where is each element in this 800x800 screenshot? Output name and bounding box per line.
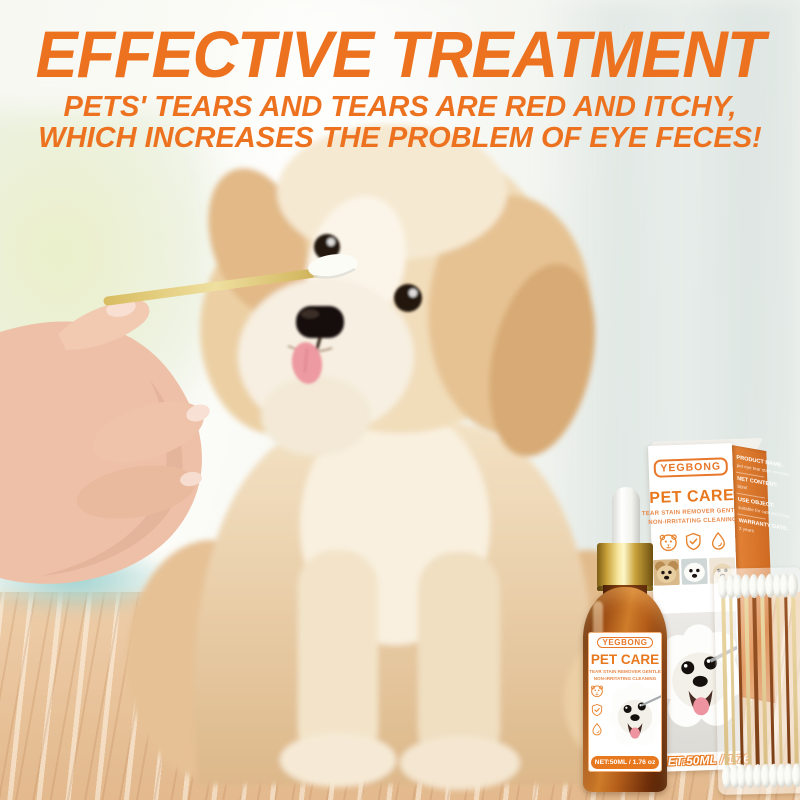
cotton-swabs-bag (713, 567, 800, 795)
headline-subtitle-1: PETS' TEARS AND TEARS ARE RED AND ITCHY, (63, 91, 737, 123)
cotton-swab (760, 595, 768, 766)
water-drop-icon (708, 530, 729, 551)
white-dog-thumbnail (680, 558, 708, 585)
gold-cap (597, 543, 653, 591)
cotton-swab (744, 596, 752, 767)
headline-block: EFFECTIVE TREATMENT PETS' TEARS AND TEAR… (0, 18, 800, 154)
dog-face-icon (590, 684, 604, 698)
brand-badge: YEGBONG (653, 457, 729, 478)
product-bottle: YEGBONG PET CARE TEAR STAIN REMOVER GENT… (583, 487, 667, 792)
cotton-swab (776, 595, 784, 766)
net-content-bar: NET:50ML / 1.76 oz (591, 756, 659, 769)
puppy-body (127, 405, 660, 790)
brand-badge: YEGBONG (597, 637, 653, 648)
cotton-swab (768, 595, 776, 766)
product-tagline-2: NON-IRRITATING CLEANING (593, 676, 657, 681)
product-name: PET CARE (590, 652, 660, 667)
shield-check-icon (683, 531, 704, 552)
label-dog-photo (609, 680, 661, 754)
side-section: WARRANTY DATE: 2 years (737, 515, 789, 540)
headline-title: EFFECTIVE TREATMENT (35, 18, 766, 92)
bottle-label: YEGBONG PET CARE TEAR STAIN REMOVER GENT… (588, 632, 662, 772)
product-tagline-1: TEAR STAIN REMOVER GENTLE (589, 669, 661, 674)
water-drop-icon (590, 722, 604, 736)
cotton-swab (721, 596, 729, 767)
cotton-swab (752, 596, 760, 767)
cotton-swab (729, 596, 737, 767)
hand-with-swab (0, 254, 358, 584)
puppy-face (287, 234, 422, 384)
headline-subtitle-2: WHICH INCREASES THE PROBLEM OF EYE FECES… (38, 122, 762, 154)
cotton-swab (736, 596, 744, 767)
cotton-swab (783, 595, 791, 766)
cotton-swab (791, 595, 799, 766)
feature-icons (590, 684, 604, 736)
cotton-swab (103, 254, 358, 306)
shield-check-icon (590, 703, 604, 717)
dropper-bulb (612, 487, 640, 547)
tan-dog-thumbnail (652, 558, 680, 586)
feature-icons (658, 530, 729, 552)
